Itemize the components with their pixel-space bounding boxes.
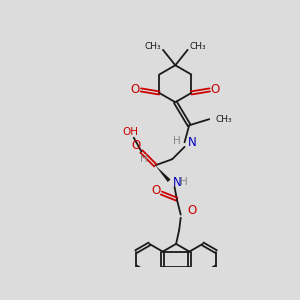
- Text: OH: OH: [122, 127, 138, 137]
- Text: O: O: [131, 139, 141, 152]
- Text: N: N: [173, 176, 182, 189]
- Polygon shape: [155, 165, 171, 182]
- Text: CH₃: CH₃: [145, 41, 161, 50]
- Text: O: O: [131, 83, 140, 96]
- Text: O: O: [188, 204, 197, 217]
- Text: O: O: [211, 83, 220, 96]
- Text: CH₃: CH₃: [215, 115, 232, 124]
- Text: H: H: [180, 177, 188, 187]
- Text: O: O: [152, 184, 161, 197]
- Text: H: H: [140, 154, 148, 164]
- Text: N: N: [188, 136, 196, 149]
- Text: H: H: [173, 136, 181, 146]
- Text: CH₃: CH₃: [189, 41, 206, 50]
